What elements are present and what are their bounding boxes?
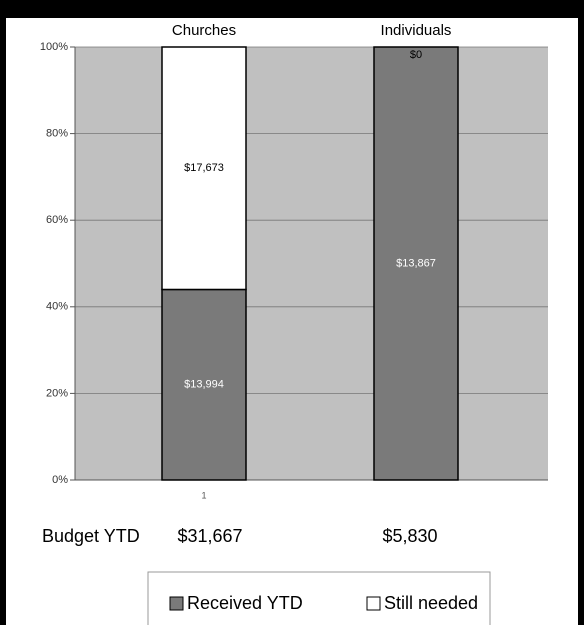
legend-label: Still needed [384, 593, 478, 613]
budget-value: $31,667 [177, 526, 242, 546]
category-label: Churches [172, 22, 236, 39]
y-tick-label: 40% [46, 301, 68, 313]
budget-label: Budget YTD [42, 526, 140, 546]
y-tick-label: 60% [46, 214, 68, 226]
legend-swatch [169, 596, 184, 611]
y-tick-label: 20% [46, 387, 68, 399]
bar-segment [161, 46, 247, 291]
category-label: Individuals [381, 22, 452, 39]
legend-swatch [366, 596, 381, 611]
legend [147, 571, 491, 630]
data-label: $0 [410, 49, 422, 61]
y-tick-label: 0% [52, 474, 68, 486]
y-tick-label: 80% [46, 128, 68, 140]
plot-area [75, 47, 548, 480]
budget-value: $5,830 [382, 526, 437, 546]
bar-segment [161, 288, 247, 481]
x-tick-label: 1 [201, 490, 206, 500]
data-label: $13,867 [396, 257, 436, 269]
bar-segment [373, 46, 459, 481]
legend-label: Received YTD [187, 593, 303, 613]
y-tick-label: 100% [40, 41, 68, 53]
data-label: $17,673 [184, 162, 224, 174]
data-label: $13,994 [184, 379, 224, 391]
